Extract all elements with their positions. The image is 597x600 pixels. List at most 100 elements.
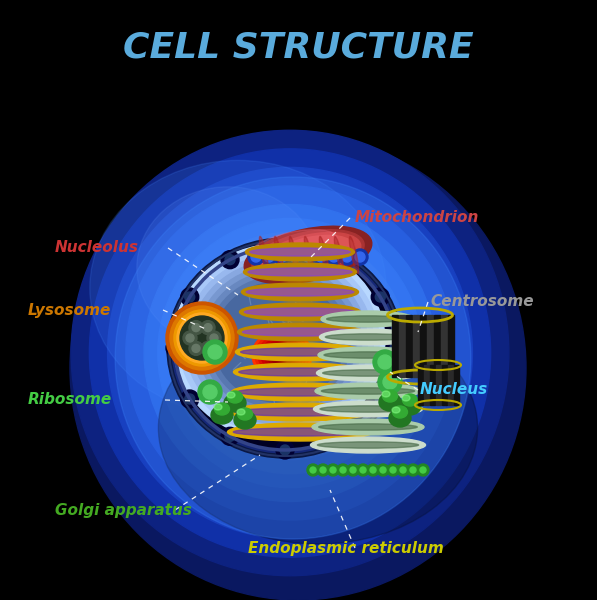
- Circle shape: [327, 464, 339, 476]
- Circle shape: [329, 252, 339, 262]
- Circle shape: [331, 251, 349, 269]
- Ellipse shape: [184, 255, 373, 429]
- Ellipse shape: [227, 423, 373, 441]
- Ellipse shape: [259, 236, 269, 274]
- Ellipse shape: [304, 236, 313, 274]
- Circle shape: [184, 292, 195, 302]
- Ellipse shape: [115, 177, 471, 539]
- Ellipse shape: [383, 390, 398, 402]
- Ellipse shape: [321, 311, 415, 327]
- Ellipse shape: [237, 409, 245, 415]
- Ellipse shape: [244, 226, 372, 284]
- Ellipse shape: [318, 442, 418, 448]
- Ellipse shape: [252, 330, 312, 380]
- Ellipse shape: [227, 392, 235, 398]
- Circle shape: [274, 249, 290, 265]
- Circle shape: [376, 394, 385, 404]
- Circle shape: [339, 249, 355, 265]
- Ellipse shape: [290, 236, 298, 274]
- Circle shape: [203, 385, 217, 399]
- Ellipse shape: [211, 406, 233, 424]
- Ellipse shape: [244, 263, 356, 281]
- Text: Mitochondrion: Mitochondrion: [355, 211, 479, 226]
- Ellipse shape: [255, 332, 309, 377]
- Circle shape: [276, 237, 294, 255]
- Ellipse shape: [214, 404, 222, 410]
- Ellipse shape: [232, 383, 368, 401]
- Ellipse shape: [319, 424, 417, 430]
- Circle shape: [192, 323, 200, 332]
- Ellipse shape: [90, 160, 386, 416]
- Bar: [406, 315, 412, 377]
- Ellipse shape: [214, 282, 344, 402]
- Circle shape: [371, 390, 389, 408]
- Circle shape: [397, 464, 409, 476]
- Circle shape: [184, 394, 195, 404]
- Ellipse shape: [242, 328, 358, 336]
- Bar: [413, 315, 419, 377]
- Circle shape: [290, 252, 300, 262]
- Text: CELL STRUCTURE: CELL STRUCTURE: [123, 31, 474, 65]
- Circle shape: [378, 370, 402, 394]
- Ellipse shape: [174, 310, 230, 366]
- Ellipse shape: [324, 352, 412, 358]
- Circle shape: [170, 343, 180, 353]
- Circle shape: [208, 345, 222, 359]
- Ellipse shape: [264, 340, 300, 370]
- Circle shape: [261, 249, 277, 265]
- Circle shape: [189, 320, 203, 335]
- Bar: [420, 315, 426, 377]
- Circle shape: [417, 464, 429, 476]
- Ellipse shape: [275, 236, 284, 274]
- Ellipse shape: [170, 306, 234, 370]
- Circle shape: [410, 467, 416, 473]
- Circle shape: [204, 344, 212, 352]
- Ellipse shape: [233, 428, 367, 436]
- Ellipse shape: [126, 186, 454, 520]
- Text: Ribosome: Ribosome: [28, 392, 112, 407]
- Circle shape: [376, 292, 385, 302]
- Ellipse shape: [382, 391, 390, 397]
- Ellipse shape: [107, 167, 472, 539]
- Ellipse shape: [399, 397, 421, 415]
- Circle shape: [367, 464, 379, 476]
- Ellipse shape: [173, 244, 385, 440]
- Circle shape: [186, 334, 194, 342]
- Ellipse shape: [258, 335, 306, 375]
- Ellipse shape: [167, 238, 403, 458]
- Ellipse shape: [349, 236, 359, 274]
- Ellipse shape: [392, 407, 400, 413]
- Ellipse shape: [389, 409, 411, 427]
- Ellipse shape: [245, 243, 355, 261]
- Ellipse shape: [319, 329, 417, 345]
- Ellipse shape: [319, 236, 328, 274]
- Circle shape: [166, 339, 184, 357]
- Circle shape: [335, 431, 345, 442]
- Circle shape: [337, 464, 349, 476]
- Text: Endoplasmic reticulum: Endoplasmic reticulum: [248, 541, 444, 556]
- Text: Golgi apparatus: Golgi apparatus: [55, 503, 192, 517]
- Ellipse shape: [323, 370, 413, 376]
- Circle shape: [307, 464, 319, 476]
- Text: Lysosome: Lysosome: [28, 302, 112, 317]
- Ellipse shape: [235, 408, 365, 416]
- Bar: [442, 365, 447, 405]
- Circle shape: [370, 467, 376, 473]
- Ellipse shape: [238, 408, 253, 420]
- Circle shape: [373, 350, 397, 374]
- Ellipse shape: [70, 136, 526, 600]
- Circle shape: [280, 241, 290, 251]
- Bar: [441, 315, 447, 377]
- Ellipse shape: [237, 388, 363, 396]
- Circle shape: [300, 249, 316, 265]
- Circle shape: [317, 464, 329, 476]
- Ellipse shape: [239, 368, 361, 376]
- Circle shape: [251, 252, 261, 262]
- Circle shape: [360, 467, 366, 473]
- Circle shape: [380, 467, 386, 473]
- Circle shape: [201, 341, 215, 355]
- Ellipse shape: [179, 250, 379, 434]
- Circle shape: [287, 249, 303, 265]
- Bar: [454, 365, 459, 405]
- Circle shape: [335, 254, 345, 265]
